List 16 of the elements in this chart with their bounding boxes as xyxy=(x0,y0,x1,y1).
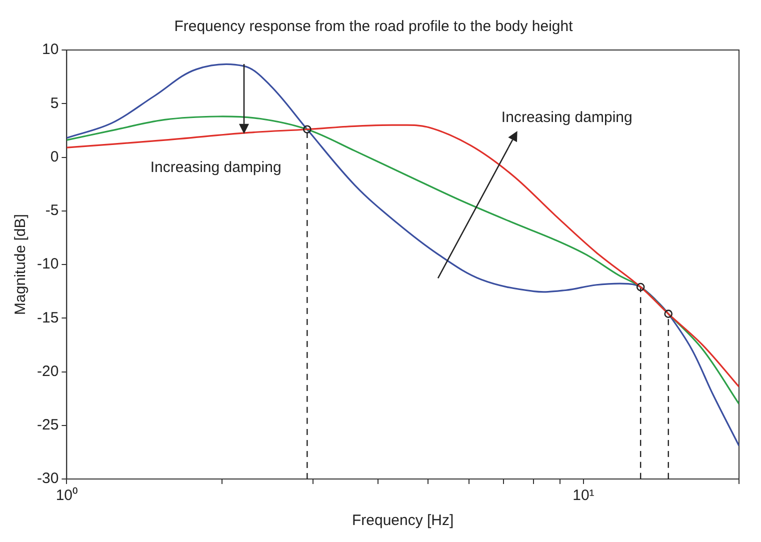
y-axis-title: Magnitude [dB] xyxy=(12,214,30,315)
x-axis-title: Frequency [Hz] xyxy=(352,512,454,530)
y-tick-label: -30 xyxy=(36,470,59,488)
y-tick-label: -15 xyxy=(36,309,59,326)
chart-title: Frequency response from the road profile to the body height xyxy=(174,18,574,36)
y-tick-label: 0 xyxy=(50,148,59,166)
annotation: Increasing damping xyxy=(501,108,632,126)
x-tick-label: 10¹ xyxy=(572,487,594,504)
y-tick-label: 5 xyxy=(50,94,59,112)
y-tick-label: -20 xyxy=(36,362,59,380)
y-tick-label: 10 xyxy=(42,41,59,58)
y-tick-label: -10 xyxy=(36,256,59,273)
y-tick-label: -25 xyxy=(36,416,59,434)
x-tick-label: 10⁰ xyxy=(56,487,78,504)
annotation: Increasing damping xyxy=(150,158,282,176)
y-tick-label: -5 xyxy=(45,202,59,220)
